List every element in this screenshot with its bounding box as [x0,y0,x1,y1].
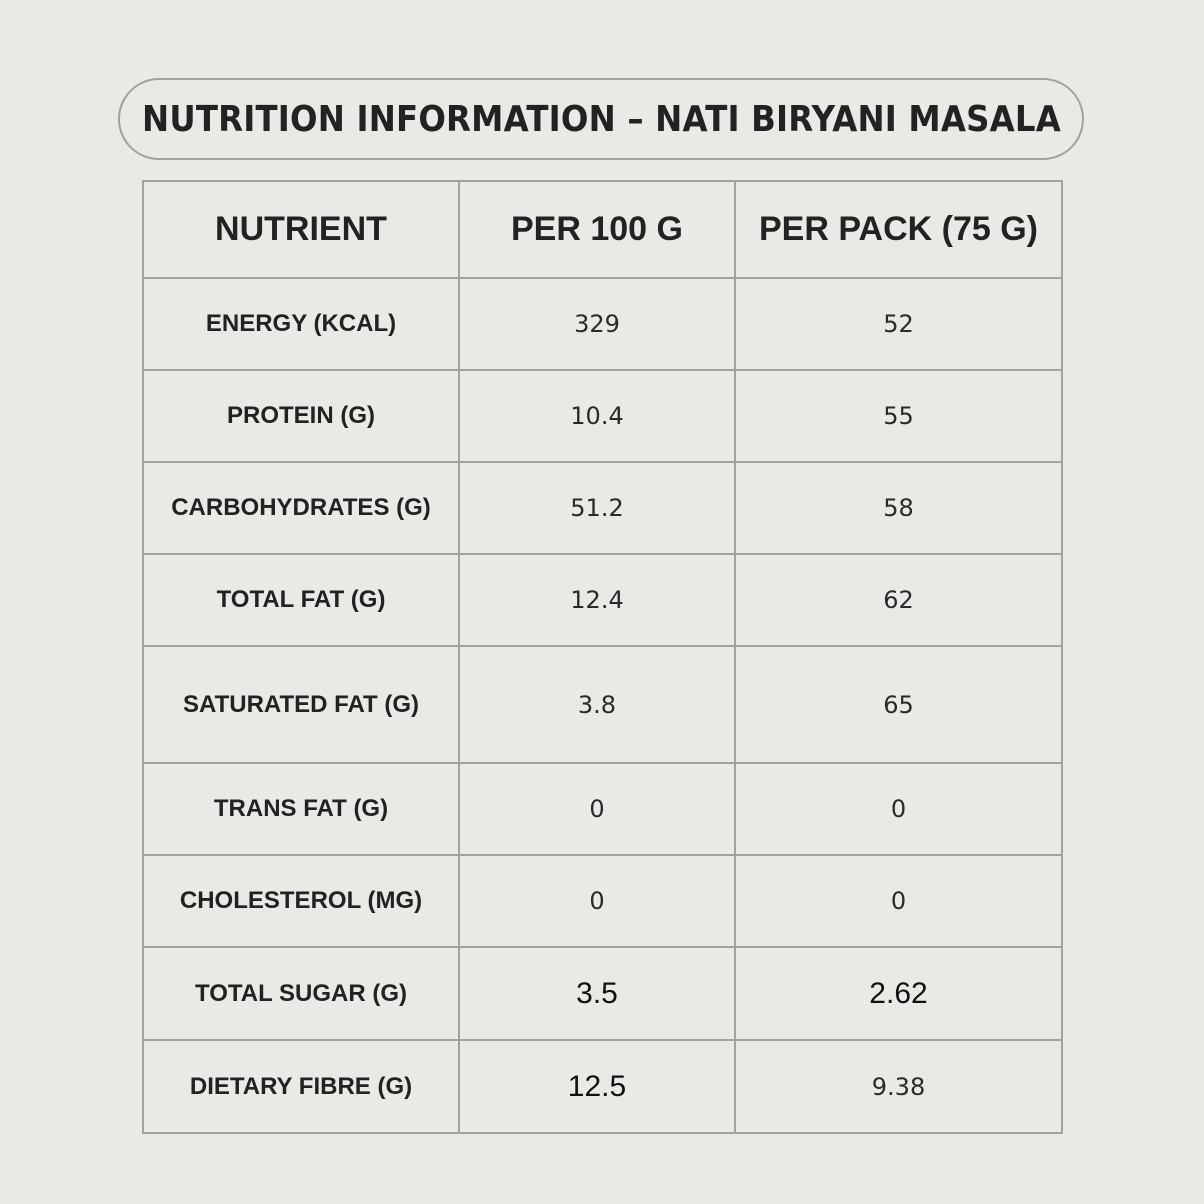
nutrient-name: TOTAL FAT (G) [142,553,460,647]
per-pack-value: 0 [734,762,1063,856]
nutrient-name: CARBOHYDRATES (G) [142,461,460,555]
per-100g-value: 3.8 [458,645,736,764]
nutrient-name: DIETARY FIBRE (G) [142,1039,460,1134]
nutrient-name: PROTEIN (G) [142,369,460,463]
per-pack-value: 0 [734,854,1063,948]
table-row: DIETARY FIBRE (G) 12.5 9.38 [142,1039,1063,1134]
page-title: NUTRITION INFORMATION – NATI BIRYANI MAS… [141,98,1061,140]
table-row: CARBOHYDRATES (G) 51.2 58 [142,461,1063,555]
per-pack-value: 9.38 [734,1039,1063,1134]
header-per-100g: PER 100 G [458,180,736,279]
nutrient-name: TOTAL SUGAR (G) [142,946,460,1041]
per-pack-value: 55 [734,369,1063,463]
nutrient-name: ENERGY (KCAL) [142,277,460,371]
table-row: TOTAL FAT (G) 12.4 62 [142,553,1063,647]
per-pack-value: 2.62 [734,946,1063,1041]
per-pack-value: 58 [734,461,1063,555]
nutrient-name: SATURATED FAT (G) [142,645,460,764]
header-per-pack: PER PACK (75 G) [734,180,1063,279]
table-row: SATURATED FAT (G) 3.8 65 [142,645,1063,764]
per-100g-value: 10.4 [458,369,736,463]
nutrient-name: TRANS FAT (G) [142,762,460,856]
per-pack-value: 52 [734,277,1063,371]
per-100g-value: 0 [458,854,736,948]
table-row: CHOLESTEROL (MG) 0 0 [142,854,1063,948]
table-row: TOTAL SUGAR (G) 3.5 2.62 [142,946,1063,1041]
per-pack-value: 65 [734,645,1063,764]
title-banner: NUTRITION INFORMATION – NATI BIRYANI MAS… [118,78,1084,160]
table-row: TRANS FAT (G) 0 0 [142,762,1063,856]
per-pack-value: 62 [734,553,1063,647]
per-100g-value: 0 [458,762,736,856]
header-nutrient: NUTRIENT [142,180,460,279]
per-100g-value: 329 [458,277,736,371]
per-100g-value: 3.5 [458,946,736,1041]
nutrition-table: NUTRIENT PER 100 G PER PACK (75 G) ENERG… [142,180,1063,1134]
per-100g-value: 51.2 [458,461,736,555]
per-100g-value: 12.5 [458,1039,736,1134]
table-row: ENERGY (KCAL) 329 52 [142,277,1063,371]
table-row: PROTEIN (G) 10.4 55 [142,369,1063,463]
per-100g-value: 12.4 [458,553,736,647]
nutrient-name: CHOLESTEROL (MG) [142,854,460,948]
table-header-row: NUTRIENT PER 100 G PER PACK (75 G) [142,180,1063,279]
